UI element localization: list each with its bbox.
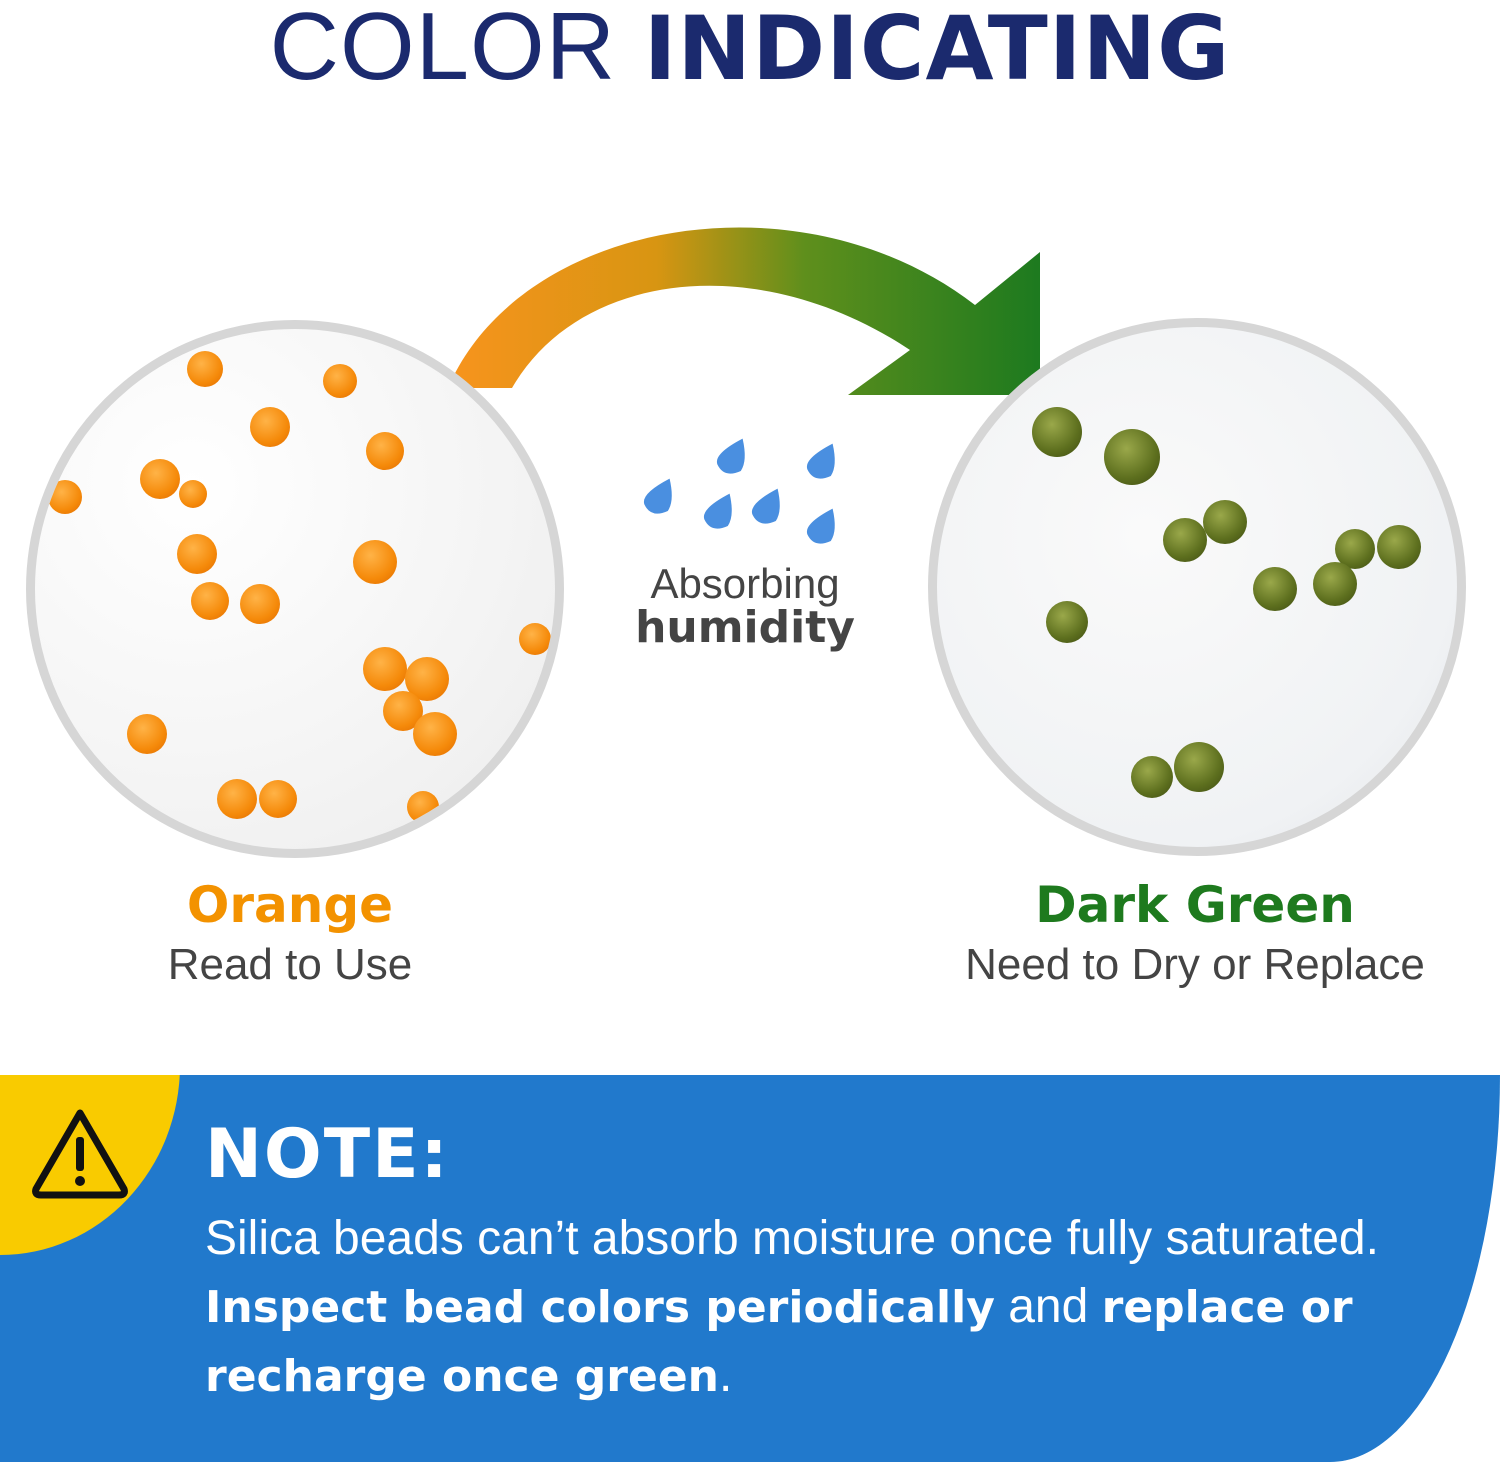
orange-label: Orange Read to Use bbox=[167, 876, 413, 989]
dark-green-label: Dark Green Need to Dry or Replace bbox=[965, 876, 1425, 989]
bead bbox=[1377, 525, 1421, 569]
bead bbox=[177, 534, 217, 574]
water-drop-icon bbox=[716, 438, 745, 474]
bead bbox=[1174, 742, 1224, 792]
bead bbox=[187, 351, 223, 387]
bead bbox=[323, 364, 357, 398]
bead bbox=[1046, 601, 1088, 643]
bead bbox=[363, 647, 407, 691]
bead bbox=[140, 459, 180, 499]
color-change-arrow-icon bbox=[448, 227, 1040, 395]
bead bbox=[179, 480, 207, 508]
bead bbox=[217, 779, 257, 819]
bead bbox=[259, 780, 297, 818]
warning-triangle-icon bbox=[32, 1109, 128, 1199]
bead bbox=[366, 432, 404, 470]
bead bbox=[1253, 567, 1297, 611]
orange-beads-image bbox=[26, 320, 564, 858]
water-drops-icon bbox=[643, 438, 835, 544]
bead bbox=[413, 712, 457, 756]
note-body: Silica beads can’t absorb moisture once … bbox=[205, 1212, 1379, 1402]
water-drop-icon bbox=[703, 493, 732, 529]
note-banner: NOTE: Silica beads can’t absorb moisture… bbox=[0, 1075, 1500, 1462]
bead bbox=[407, 791, 439, 823]
absorbing-humidity-label: Absorbing humidity bbox=[635, 560, 855, 653]
note-title: NOTE: bbox=[205, 1115, 450, 1194]
water-drop-icon bbox=[751, 488, 780, 524]
water-drop-icon bbox=[643, 478, 672, 514]
bead bbox=[1313, 562, 1357, 606]
bead bbox=[1203, 500, 1247, 544]
bead bbox=[519, 623, 551, 655]
bead bbox=[191, 582, 229, 620]
bead bbox=[1163, 518, 1207, 562]
bead bbox=[1131, 756, 1173, 798]
page-title: COLOR INDICATING bbox=[269, 0, 1231, 100]
bead bbox=[48, 480, 82, 514]
water-drop-icon bbox=[806, 443, 835, 479]
bead bbox=[240, 584, 280, 624]
green-beads-image bbox=[928, 318, 1466, 856]
bead bbox=[250, 407, 290, 447]
water-drop-icon bbox=[806, 508, 835, 544]
bead bbox=[127, 714, 167, 754]
bead bbox=[1032, 407, 1082, 457]
bead bbox=[1104, 429, 1160, 485]
bead bbox=[353, 540, 397, 584]
